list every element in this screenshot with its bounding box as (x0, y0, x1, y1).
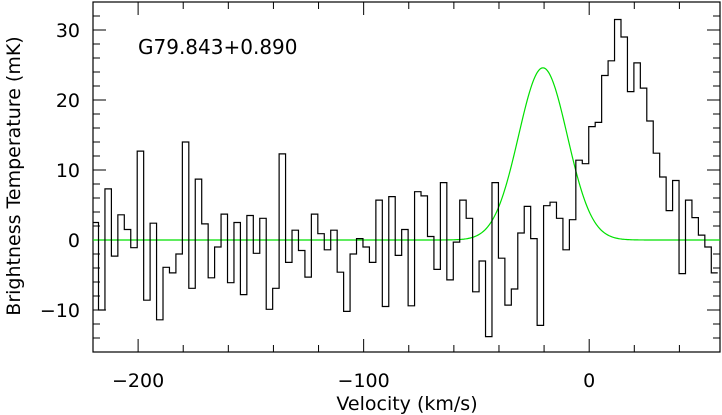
x-tick-label: −100 (338, 370, 390, 392)
y-tick-label: 20 (56, 90, 80, 112)
gaussian-fit (93, 67, 720, 241)
plot-border (92, 1, 721, 353)
spectrum-data (93, 18, 718, 338)
y-axis-label: Brightness Temperature (mK) (3, 36, 25, 315)
axis-ticks (92, 1, 720, 353)
y-tick-label: 0 (68, 230, 80, 252)
spectrum-step-line (93, 18, 718, 338)
x-tick-label: −200 (112, 370, 164, 392)
y-tick-label: 10 (56, 160, 80, 182)
plot-frame (92, 1, 721, 353)
x-tick-label: 0 (583, 370, 595, 392)
gaussian-fit-line (93, 67, 720, 241)
y-tick-label: 30 (56, 20, 80, 42)
source-annotation: G79.843+0.890 (138, 35, 298, 59)
y-tick-label: −10 (40, 300, 80, 322)
x-axis-label: Velocity (km/s) (336, 393, 477, 415)
